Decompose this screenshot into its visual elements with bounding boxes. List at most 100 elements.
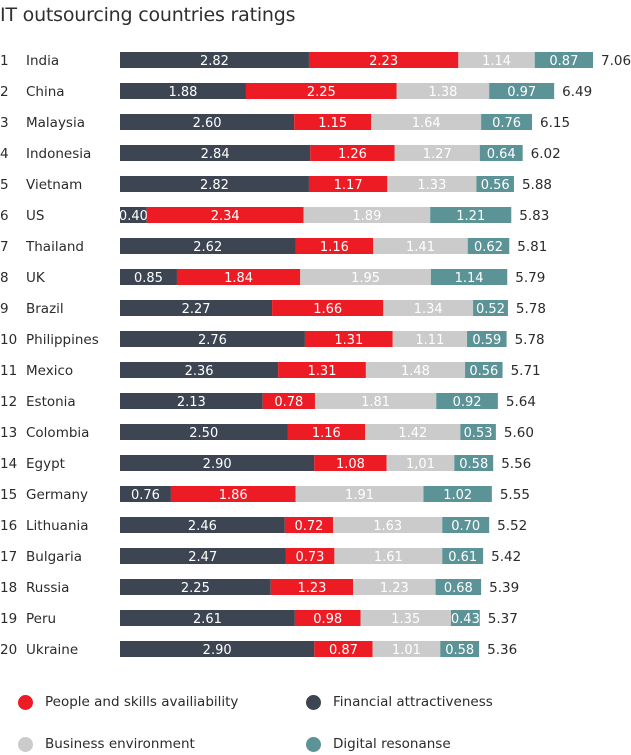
total-label: 5.52 (497, 518, 527, 534)
bar-financial (120, 52, 309, 68)
country-label: Vietnam (26, 177, 82, 193)
data-label-digital: 0.76 (492, 116, 521, 131)
rank-label: 19 (0, 611, 17, 627)
legend-label-people: People and skills availiability (45, 694, 239, 710)
country-label: Estonia (26, 394, 76, 410)
legend-item-digital: Digital resonanse (306, 736, 451, 752)
bar-business (333, 517, 443, 533)
bar-financial (120, 424, 288, 440)
rank-label: 15 (0, 487, 17, 503)
bar-digital (435, 579, 482, 595)
bar-people (278, 362, 366, 378)
data-label-digital: 0.62 (474, 240, 503, 255)
country-label: Lithuania (26, 518, 89, 534)
bar-people (146, 207, 304, 223)
bar-digital (467, 238, 510, 254)
bar-people (314, 641, 373, 657)
data-label-people: 0.98 (313, 612, 342, 627)
total-label: 5.78 (516, 301, 546, 317)
bar-business (373, 238, 468, 254)
bar-people (287, 424, 366, 440)
total-label: 5.37 (488, 611, 518, 627)
data-label-financial: 2.84 (201, 147, 230, 162)
bar-digital (481, 114, 533, 130)
data-label-digital: 0.61 (448, 550, 477, 565)
data-label-business: 1.11 (415, 333, 444, 348)
data-label-business: 1.61 (374, 550, 403, 565)
country-label: Peru (26, 611, 56, 627)
country-label: Mexico (26, 363, 73, 379)
data-label-digital: 0.53 (464, 426, 493, 441)
data-label-financial: 2.25 (181, 581, 210, 596)
chart-title: IT outsourcing countries ratings (0, 4, 296, 26)
bar-people (285, 548, 335, 564)
data-label-business: 1.23 (380, 581, 409, 596)
country-label: Thailand (25, 239, 84, 255)
rank-label: 18 (0, 580, 17, 596)
bar-business (365, 362, 466, 378)
legend-item-people: People and skills availiability (18, 694, 238, 710)
country-label: Philippines (26, 332, 99, 348)
bar-business (295, 486, 424, 502)
data-label-digital: 0.43 (451, 612, 480, 627)
legend-swatch-business (18, 736, 33, 752)
data-label-financial: 2.90 (203, 457, 232, 472)
data-label-digital: 0.97 (507, 85, 536, 100)
data-label-business: 1.34 (414, 302, 443, 317)
total-label: 5.71 (511, 363, 541, 379)
data-label-financial: 2.60 (193, 116, 222, 131)
bar-people (294, 114, 372, 130)
total-label: 5.36 (487, 642, 517, 658)
bar-financial (120, 548, 286, 564)
data-label-people: 1.23 (297, 581, 326, 596)
data-label-financial: 2.61 (193, 612, 222, 627)
rank-label: 5 (0, 177, 9, 193)
total-label: 5.39 (489, 580, 519, 596)
data-label-people: 1.16 (312, 426, 341, 441)
data-label-digital: 0.87 (549, 54, 578, 69)
bar-digital (440, 641, 480, 657)
total-label: 6.15 (540, 115, 570, 131)
data-label-business: 1,01 (406, 457, 435, 472)
data-label-people: 1.86 (219, 488, 248, 503)
data-label-digital: 0.68 (444, 581, 473, 596)
data-label-business: 1.64 (412, 116, 441, 131)
rank-label: 7 (0, 239, 9, 255)
rank-label: 20 (0, 642, 17, 658)
data-label-people: 2.34 (211, 209, 240, 224)
country-label: Malaysia (26, 115, 85, 131)
bar-digital (436, 393, 498, 409)
data-label-business: 1.27 (423, 147, 452, 162)
data-label-people: 2.23 (369, 54, 398, 69)
data-label-digital: 0.92 (453, 395, 482, 410)
data-label-people: 1.26 (338, 147, 367, 162)
data-label-digital: 0.56 (469, 364, 498, 379)
data-label-digital: 1.14 (455, 271, 484, 286)
bar-people (176, 269, 301, 285)
stacked-bar-chart: 1 India 2.82 2.23 1.14 0.87 7.06 2 China 1.88 2.25… (0, 52, 631, 658)
bar-digital (467, 331, 507, 347)
bar-people (284, 517, 334, 533)
bar-financial (120, 579, 271, 595)
bar-business (365, 424, 461, 440)
data-label-business: 1.81 (361, 395, 390, 410)
rank-label: 12 (0, 394, 17, 410)
bar-digital (423, 486, 492, 502)
bar-financial (120, 610, 295, 626)
data-label-financial: 2.82 (200, 178, 229, 193)
bar-people (170, 486, 296, 502)
legend-swatch-financial (306, 694, 321, 710)
country-label: Indonesia (26, 146, 91, 162)
rank-label: 13 (0, 425, 17, 441)
bar-financial (120, 393, 263, 409)
data-label-financial: 2.13 (177, 395, 206, 410)
bar-business (392, 331, 468, 347)
data-label-digital: 1.02 (443, 488, 472, 503)
data-label-digital: 0.59 (472, 333, 501, 348)
data-label-financial: 1.88 (169, 85, 198, 100)
bar-financial (120, 145, 311, 161)
bar-business (396, 83, 490, 99)
total-label: 5.81 (517, 239, 547, 255)
data-label-financial: 0.40 (119, 209, 148, 224)
bar-people (295, 238, 374, 254)
